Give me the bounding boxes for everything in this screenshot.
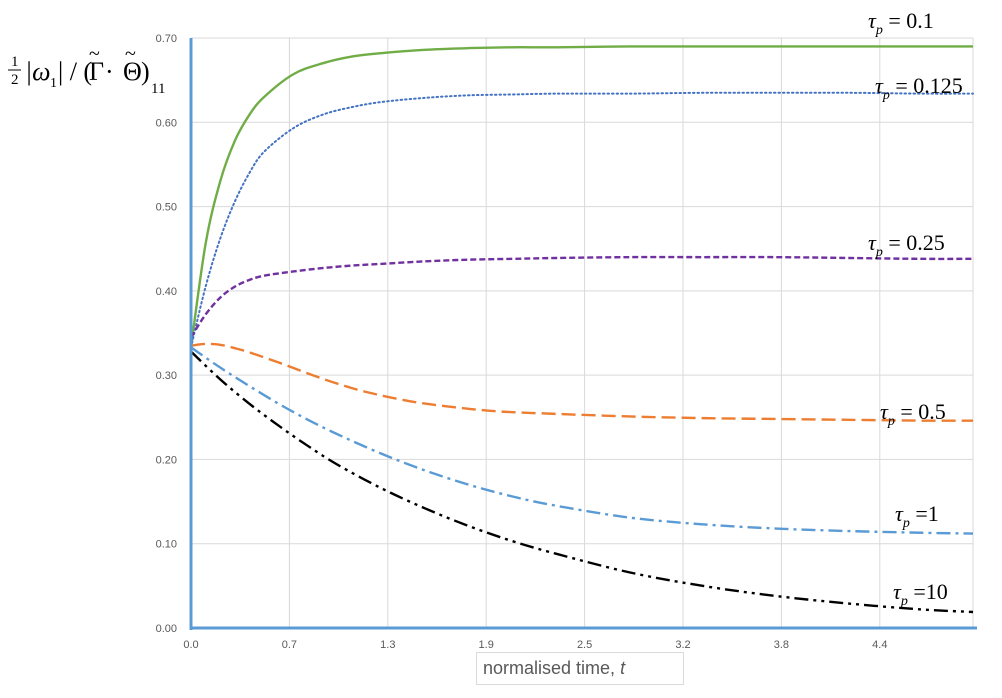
series-label-6: τp =10	[893, 579, 948, 609]
x-label-text: normalised time,	[483, 658, 621, 678]
series-line-5	[190, 346, 974, 535]
axes	[189, 38, 977, 630]
y-label-theta: Θ	[123, 57, 142, 86]
y-tick-label: 0.50	[156, 202, 177, 214]
series-line-6	[190, 350, 974, 614]
x-tick-label: 0.0	[183, 639, 198, 651]
y-tick-labels: 0.00 0.10 0.20 0.30 0.40 0.50 0.60 0.70	[156, 33, 177, 635]
grid	[191, 37, 974, 628]
y-label-dot: ·	[105, 57, 114, 86]
x-tick-label: 4.4	[872, 639, 887, 651]
x-tick-label: 3.8	[774, 639, 789, 651]
x-tick-label: 1.9	[479, 639, 494, 651]
series-line-2	[190, 91, 974, 349]
series-line-3	[189, 255, 974, 338]
series-label-3: τp = 0.25	[868, 230, 945, 260]
series-label-5: τp =1	[895, 501, 939, 531]
x-tick-labels: 0.0 0.7 1.3 1.9 2.5 3.2 3.8 4.4	[183, 639, 887, 651]
series-line-1	[189, 45, 973, 348]
y-label-sub: 11	[151, 81, 165, 97]
y-tick-label: 0.30	[156, 370, 177, 382]
y-axis-label: 1 2 |ω 1 | / ( Γ ~ · Θ ~ ) 11	[8, 43, 165, 97]
y-label-slash: | / (	[58, 57, 92, 86]
y-tick-label: 0.10	[156, 539, 177, 551]
y-label-frac-num: 1	[11, 54, 19, 70]
x-tick-label: 3.2	[675, 639, 690, 651]
series-label-2: τp = 0.125	[875, 73, 963, 103]
x-tick-label: 2.5	[577, 639, 592, 651]
series-labels: τp = 0.1 τp = 0.125 τp = 0.25 τp = 0.5 τp =1…	[868, 8, 963, 609]
x-tick-label: 1.3	[380, 639, 395, 651]
series-lines	[189, 45, 974, 614]
y-label-close: )	[141, 57, 150, 86]
y-tick-label: 0.00	[156, 623, 177, 635]
series-label-1: τp = 0.1	[868, 8, 934, 38]
y-label-frac-den: 2	[11, 72, 19, 88]
y-label-gamma: Γ	[89, 57, 104, 86]
x-axis-label: normalised time, t	[476, 652, 684, 685]
x-label-var: t	[620, 658, 626, 678]
y-label-gamma-tilde: ~	[89, 43, 100, 65]
y-tick-label: 0.20	[156, 454, 177, 466]
y-tick-label: 0.70	[156, 33, 177, 45]
y-label-omega: |ω	[25, 57, 51, 86]
series-label-4: τp = 0.5	[880, 399, 946, 429]
x-tick-label: 0.7	[282, 639, 297, 651]
series-line-4	[190, 342, 974, 422]
y-label-theta-tilde: ~	[125, 43, 136, 65]
y-tick-label: 0.60	[156, 117, 177, 129]
y-tick-label: 0.40	[156, 286, 177, 298]
y-label-omega-sub: 1	[50, 76, 57, 91]
